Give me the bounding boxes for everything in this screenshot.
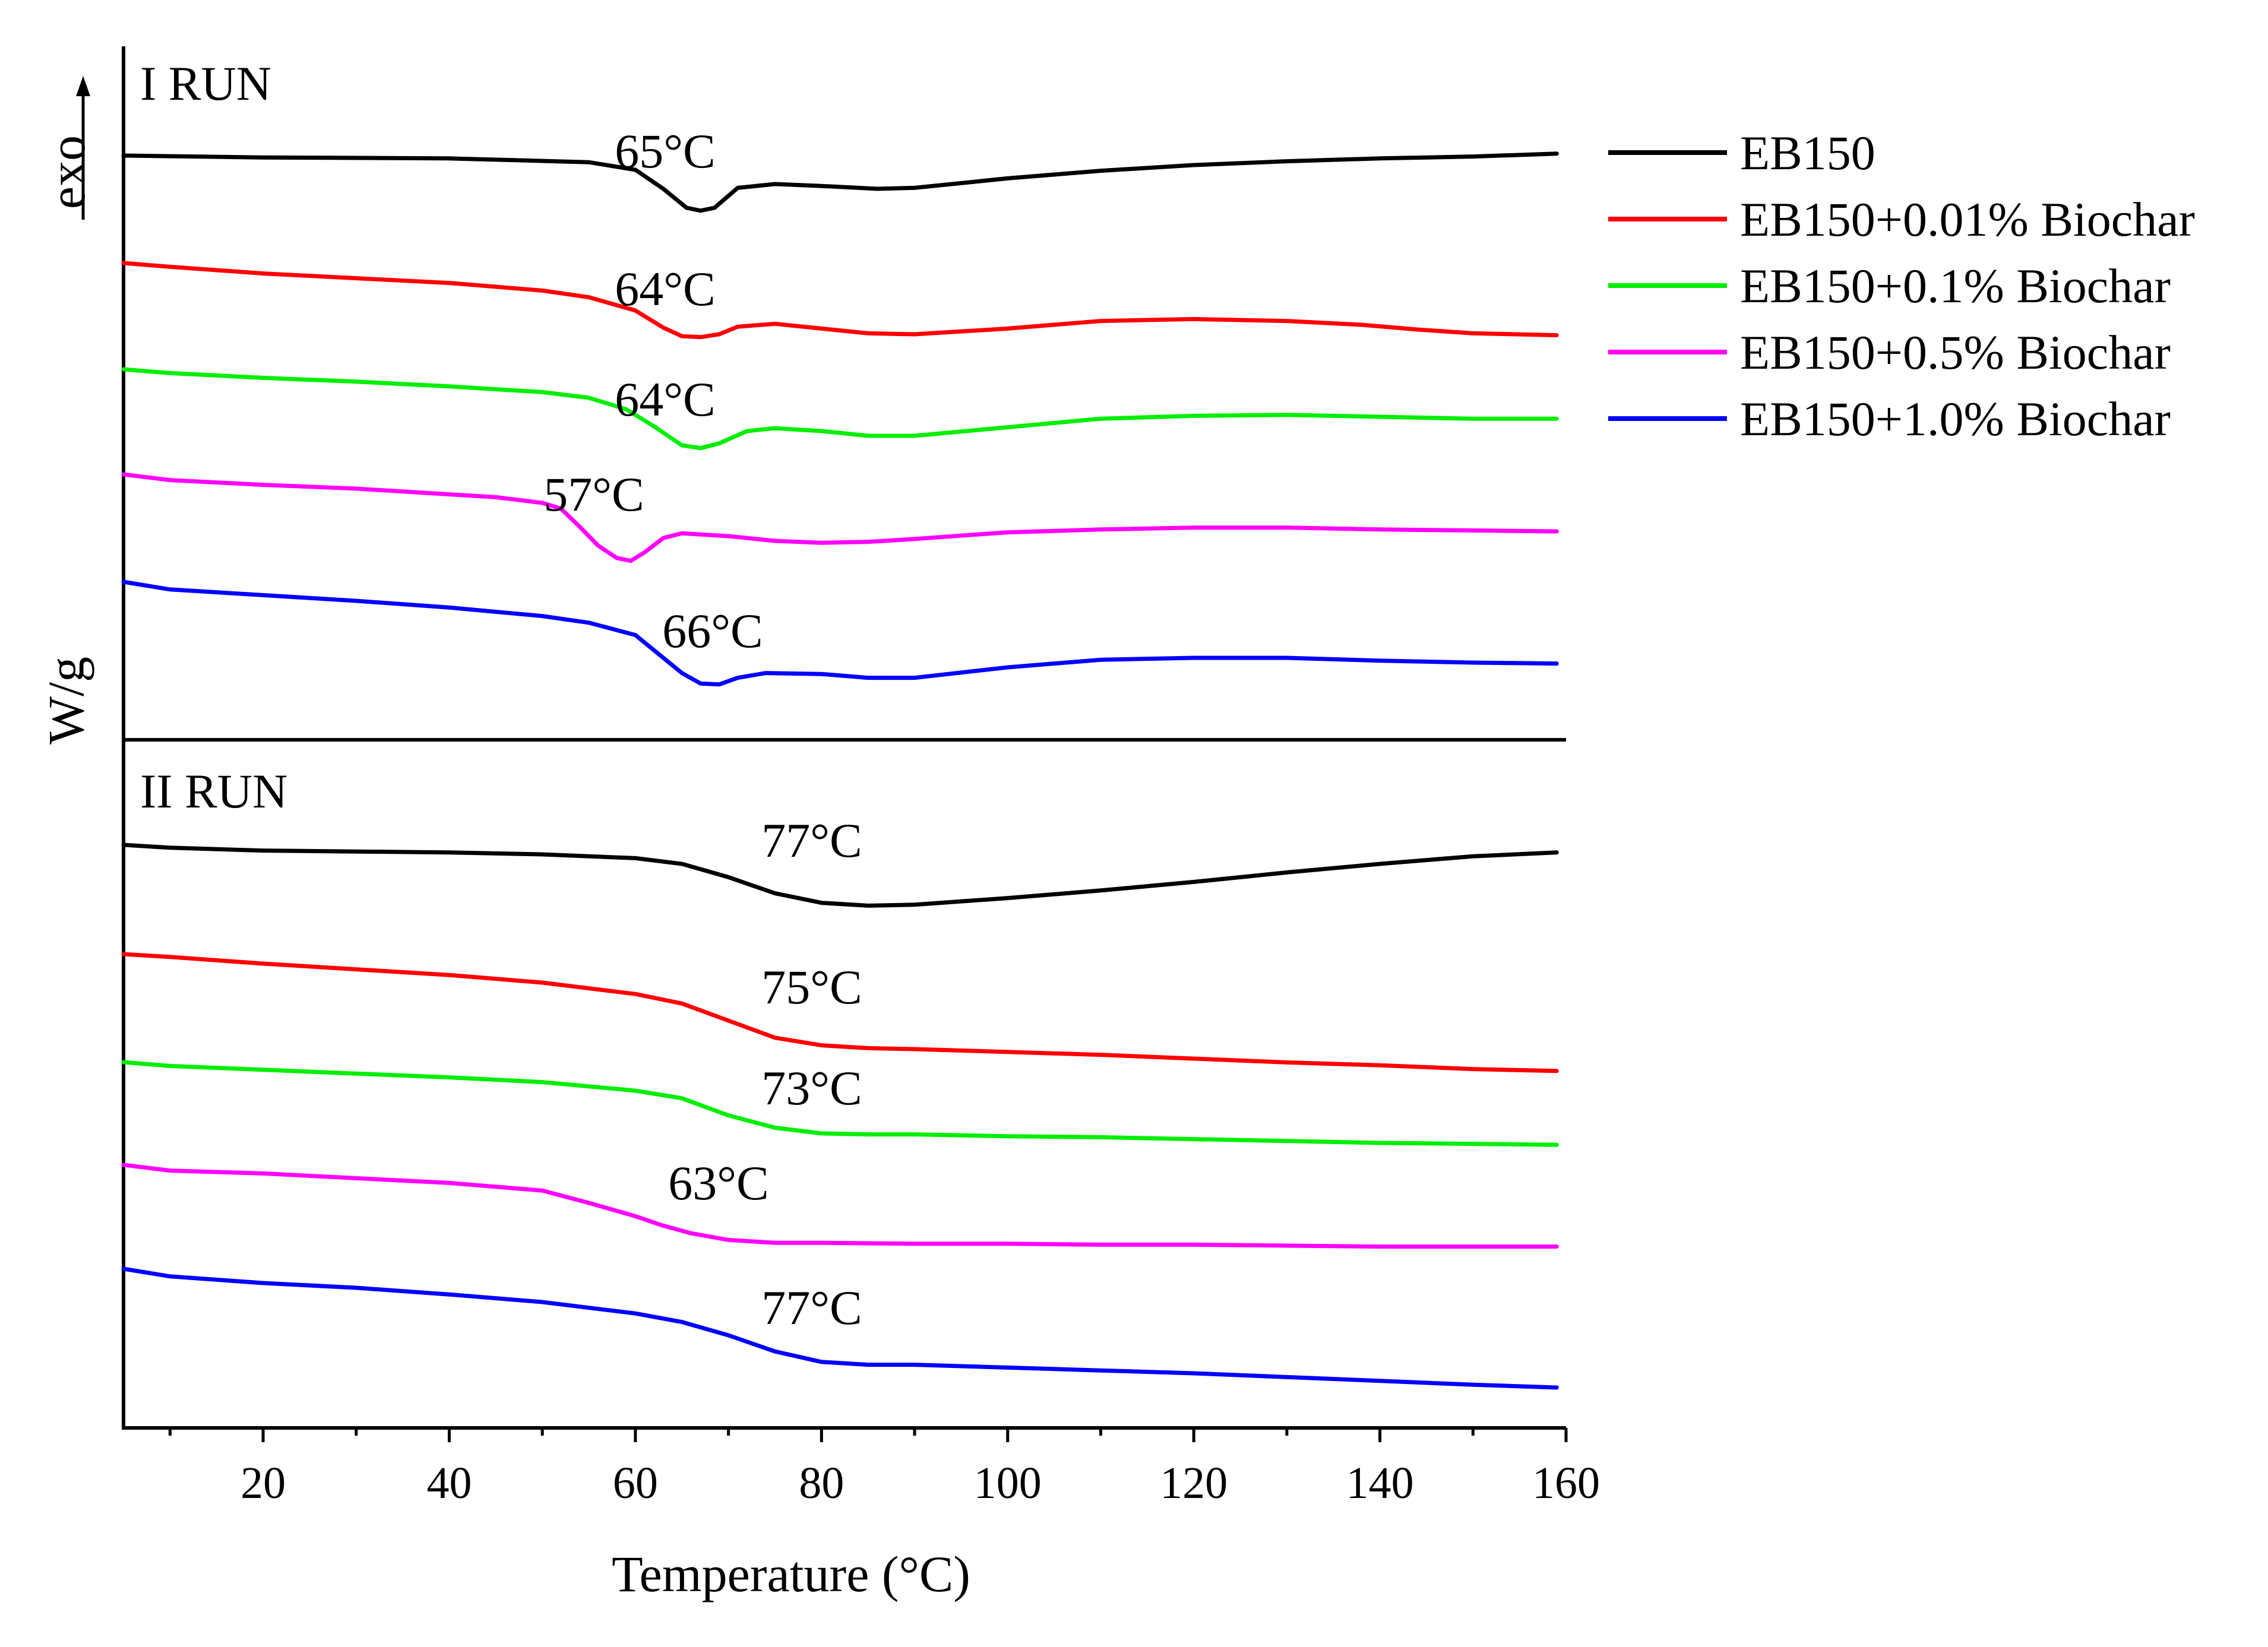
series-line-1-3 bbox=[121, 367, 1559, 451]
series-line-1-2 bbox=[121, 261, 1559, 340]
peak-label: 65°C bbox=[615, 124, 716, 178]
exo-label: exo bbox=[39, 135, 96, 209]
peak-label: 77°C bbox=[761, 813, 862, 867]
peak-label: 66°C bbox=[662, 604, 763, 658]
legend-label: EB150+1.0% Biochar bbox=[1740, 392, 2171, 446]
series-line-1-4 bbox=[121, 472, 1559, 563]
legend-label: EB150+0.1% Biochar bbox=[1740, 259, 2171, 313]
peak-label: 73°C bbox=[761, 1061, 862, 1115]
series-line-2-5 bbox=[121, 1266, 1559, 1390]
x-tick-label: 140 bbox=[1346, 1458, 1414, 1508]
peak-labels: 65°C 64°C 64°C 57°C 66°C 77°C 75°C 73°C 63°C 77°C bbox=[543, 124, 862, 1335]
series-layer bbox=[121, 151, 1559, 1390]
series-line-2-2 bbox=[121, 952, 1559, 1073]
peak-label: 64°C bbox=[615, 372, 716, 426]
x-tick-label: 160 bbox=[1532, 1458, 1600, 1508]
legend-label: EB150+0.5% Biochar bbox=[1740, 325, 2171, 379]
peak-label: 57°C bbox=[543, 467, 644, 521]
x-tick-label: 120 bbox=[1160, 1458, 1228, 1508]
peak-label: 77°C bbox=[761, 1281, 862, 1335]
legend-label: EB150 bbox=[1740, 126, 1875, 180]
series-line-1-5 bbox=[121, 579, 1559, 687]
panel-label-run-2: II RUN bbox=[140, 764, 287, 818]
x-tick-label: 20 bbox=[241, 1458, 286, 1508]
x-tick-label: 100 bbox=[974, 1458, 1042, 1508]
series-line-1-1 bbox=[121, 151, 1559, 213]
peak-label: 63°C bbox=[668, 1156, 769, 1210]
panel-label-run-1: I RUN bbox=[140, 56, 271, 110]
legend-label: EB150+0.01% Biochar bbox=[1740, 192, 2195, 246]
x-axis-ticks: 20 40 60 80 100 120 140 160 bbox=[168, 1428, 1600, 1508]
series-line-2-4 bbox=[121, 1163, 1559, 1249]
peak-label: 75°C bbox=[761, 960, 862, 1014]
exo-indicator: exo bbox=[39, 76, 96, 220]
x-tick-label: 80 bbox=[799, 1458, 844, 1508]
legend: EB150 EB150+0.01% Biochar EB150+0.1% Bioch… bbox=[1608, 126, 2195, 446]
series-line-2-1 bbox=[121, 842, 1559, 908]
peak-label: 64°C bbox=[615, 262, 716, 316]
x-tick-label: 40 bbox=[426, 1458, 472, 1508]
series-line-2-3 bbox=[121, 1060, 1559, 1147]
x-axis-title: Temperature (°C) bbox=[612, 1545, 970, 1602]
y-axis-title: W/g bbox=[37, 657, 94, 745]
x-tick-label: 60 bbox=[613, 1458, 658, 1508]
exo-arrow-head bbox=[76, 76, 90, 96]
